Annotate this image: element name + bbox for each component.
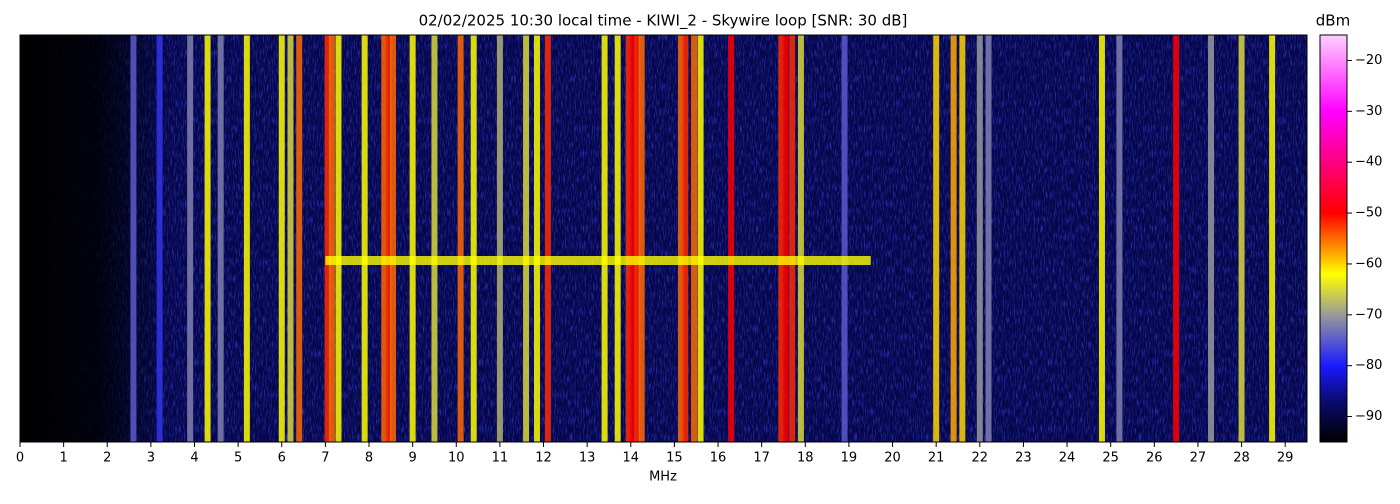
signal-stripe (697, 35, 704, 442)
signal-stripe (523, 35, 530, 442)
x-tick-label: 9 (409, 451, 417, 466)
chart-title: 02/02/2025 10:30 local time - KIWI_2 - S… (419, 12, 908, 31)
x-tick-label: 22 (972, 451, 989, 466)
signal-stripe (243, 35, 250, 442)
signal-stripe (328, 35, 335, 442)
signal-stripe (217, 35, 224, 442)
signal-stripe (634, 35, 641, 442)
colorbar-tick-label: −50 (1355, 206, 1382, 221)
signal-stripe (296, 35, 303, 442)
x-tick-label: 27 (1190, 451, 1207, 466)
plot-area (20, 35, 1307, 442)
signal-stripe (1173, 35, 1180, 442)
x-axis-label: MHz (649, 470, 677, 485)
signal-stripe (638, 35, 645, 442)
x-tick-label: 14 (623, 451, 640, 466)
x-tick-label: 3 (147, 451, 155, 466)
x-tick-label: 29 (1277, 451, 1294, 466)
signal-stripe (629, 35, 636, 442)
x-tick-label: 1 (59, 451, 67, 466)
signal-stripe (976, 35, 983, 442)
signal-stripe (677, 35, 684, 442)
x-tick-label: 17 (753, 451, 770, 466)
signal-stripe (204, 35, 211, 442)
x-tick-label: 13 (579, 451, 596, 466)
signal-stripe (985, 35, 992, 442)
signal-stripe (841, 35, 848, 442)
signal-stripe (959, 35, 966, 442)
signal-stripe (533, 35, 540, 442)
x-tick-label: 11 (492, 451, 509, 466)
colorbar (1319, 34, 1348, 443)
signal-stripe (950, 35, 957, 442)
x-tick-label: 5 (234, 451, 242, 466)
signal-stripe (278, 35, 285, 442)
signal-stripe (1238, 35, 1245, 442)
signal-stripe (156, 35, 163, 442)
signal-stripe (691, 35, 698, 442)
x-tick-label: 12 (535, 451, 552, 466)
signal-stripe (130, 35, 137, 442)
colorbar-label: dBm (1316, 12, 1350, 30)
signal-stripe (1098, 35, 1105, 442)
x-tick-label: 4 (190, 451, 198, 466)
signal-stripe (614, 35, 621, 442)
colorbar-tick-label: −70 (1355, 307, 1382, 322)
signal-stripe (1269, 35, 1276, 442)
x-tick-label: 6 (278, 451, 286, 466)
x-tick-label: 26 (1146, 451, 1163, 466)
signal-stripe (409, 35, 416, 442)
signal-stripe (544, 35, 551, 442)
x-tick-label: 19 (841, 451, 858, 466)
colorbar-tick-label: −90 (1355, 409, 1382, 424)
signal-stripe (470, 35, 477, 442)
x-tick-label: 0 (16, 451, 24, 466)
signal-stripe (431, 35, 438, 442)
colorbar-tick-label: −80 (1355, 358, 1382, 373)
signal-stripe (728, 35, 735, 442)
colorbar-tick-label: −30 (1355, 104, 1382, 119)
signal-stripe (782, 35, 789, 442)
plot-frame (19, 34, 1308, 443)
x-tick-label: 2 (103, 451, 111, 466)
signal-stripe (601, 35, 608, 442)
x-tick-label: 28 (1233, 451, 1250, 466)
signal-stripe (385, 35, 392, 442)
signal-stripe (381, 35, 388, 442)
signal-stripe (457, 35, 464, 442)
signal-stripe (778, 35, 785, 442)
horizontal-signal (325, 256, 871, 265)
signal-stripe (1208, 35, 1215, 442)
signal-stripe (682, 35, 689, 442)
signal-stripe (496, 35, 503, 442)
signal-stripe (625, 35, 632, 442)
x-tick-label: 10 (448, 451, 465, 466)
x-tick-label: 18 (797, 451, 814, 466)
signal-stripe (287, 35, 294, 442)
x-tick-label: 8 (365, 451, 373, 466)
colorbar-tick-label: −20 (1355, 53, 1382, 68)
signal-stripe (797, 35, 804, 442)
signal-stripe (187, 35, 194, 442)
signal-stripe (324, 35, 331, 442)
x-tick-label: 24 (1059, 451, 1076, 466)
x-tick-label: 16 (710, 451, 727, 466)
signal-stripe (789, 35, 796, 442)
colorbar-tick-label: −60 (1355, 256, 1382, 271)
colorbar-tick-label: −40 (1355, 155, 1382, 170)
x-tick-label: 15 (666, 451, 683, 466)
x-tick-label: 25 (1102, 451, 1119, 466)
signal-stripe (1116, 35, 1123, 442)
x-tick-label: 7 (321, 451, 329, 466)
signal-stripe (335, 35, 342, 442)
low-band-fade (20, 35, 1307, 442)
x-tick-label: 23 (1015, 451, 1032, 466)
signal-stripe (390, 35, 397, 442)
signal-stripe (361, 35, 368, 442)
x-tick-label: 21 (928, 451, 945, 466)
signal-stripe (933, 35, 940, 442)
x-tick-label: 20 (884, 451, 901, 466)
